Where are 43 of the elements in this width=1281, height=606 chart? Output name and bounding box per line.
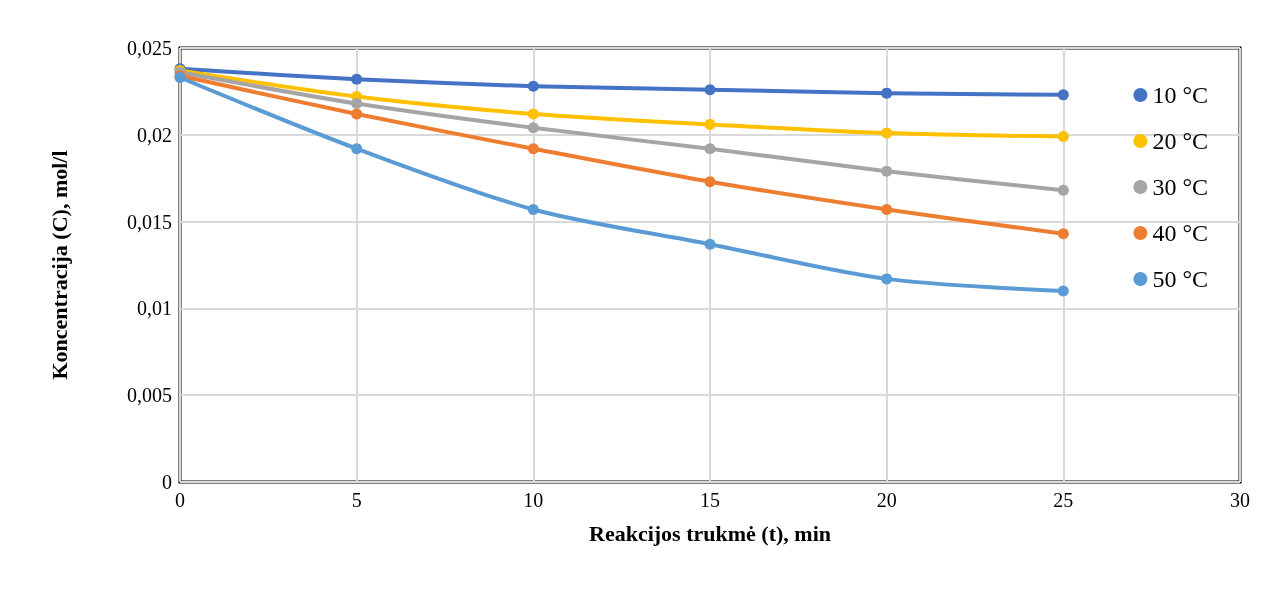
point bbox=[527, 108, 539, 120]
y-tick-label: 0 bbox=[162, 471, 172, 493]
legend-label: 50 °C bbox=[1152, 266, 1208, 292]
y-tick-label: 0,01 bbox=[137, 297, 172, 320]
point bbox=[527, 203, 539, 215]
point bbox=[704, 143, 716, 155]
x-tick-label: 15 bbox=[700, 489, 720, 511]
point bbox=[351, 143, 363, 155]
point bbox=[351, 73, 363, 85]
point bbox=[351, 108, 363, 120]
point bbox=[881, 87, 893, 99]
point bbox=[881, 273, 893, 285]
point bbox=[704, 238, 716, 250]
point bbox=[1057, 89, 1069, 101]
point bbox=[351, 98, 363, 110]
point bbox=[704, 118, 716, 130]
y-axis-title: Koncentracija (C), mol/l bbox=[46, 150, 72, 380]
point bbox=[527, 122, 539, 134]
point bbox=[1057, 184, 1069, 196]
point bbox=[1057, 285, 1069, 297]
point bbox=[881, 127, 893, 139]
x-axis-title: Reakcijos trukmė (t), min bbox=[589, 520, 831, 546]
x-tick-label: 20 bbox=[876, 489, 897, 511]
point bbox=[527, 80, 539, 92]
legend-label: 40 °C bbox=[1152, 220, 1208, 246]
x-tick-label: 30 bbox=[1230, 489, 1250, 511]
point bbox=[1057, 228, 1069, 240]
y-tick-label: 0,02 bbox=[137, 123, 172, 146]
point bbox=[1057, 131, 1069, 143]
y-tick-label: 0,025 bbox=[127, 37, 172, 59]
x-tick-label: 10 bbox=[523, 489, 544, 511]
point bbox=[527, 143, 539, 155]
point bbox=[881, 203, 893, 215]
x-tick-label: 5 bbox=[351, 489, 362, 511]
legend-label: 10 °C bbox=[1152, 82, 1208, 108]
point bbox=[704, 84, 716, 96]
legend-label: 20 °C bbox=[1152, 128, 1208, 154]
point bbox=[881, 165, 893, 177]
y-tick-label: 0,005 bbox=[127, 384, 172, 407]
x-tick-label: 25 bbox=[1053, 489, 1074, 511]
point bbox=[704, 176, 716, 188]
legend-label: 30 °C bbox=[1152, 174, 1208, 200]
y-tick-label: 0,015 bbox=[127, 210, 172, 233]
